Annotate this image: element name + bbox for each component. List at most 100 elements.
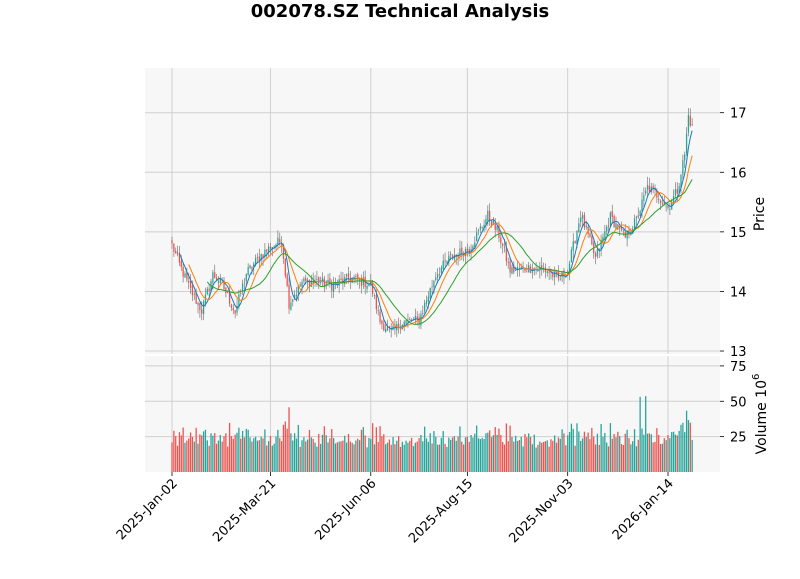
volume-bar-188 — [520, 436, 522, 472]
candle-body-264 — [661, 203, 664, 205]
volume-bar-59 — [280, 441, 283, 472]
volume-bar-254 — [643, 434, 645, 472]
candle-body-209 — [559, 278, 561, 280]
candle-body-72 — [305, 278, 307, 281]
candle-body-19 — [206, 288, 208, 295]
volume-bar-110 — [375, 427, 377, 472]
volume-bar-239 — [615, 437, 617, 472]
candle-body-253 — [641, 199, 643, 211]
price-y-ticks: 13 14 15 16 17 — [720, 107, 747, 360]
candle-body-84 — [327, 279, 329, 283]
volume-bar-244 — [624, 433, 626, 472]
price-ytick-label-1: 14 — [730, 285, 747, 300]
volume-label-exponent: 6 — [751, 374, 762, 380]
volume-bar-136 — [423, 426, 426, 472]
candle-body-68 — [297, 285, 299, 294]
volume-bar-121 — [396, 440, 398, 472]
candle-body-43 — [251, 266, 253, 269]
candle-body-58 — [279, 239, 281, 243]
candle-body-55 — [273, 245, 275, 247]
volume-bar-80 — [319, 443, 322, 472]
candle-body-46 — [256, 257, 259, 258]
candle-body-250 — [635, 216, 638, 219]
volume-bar-160 — [468, 441, 470, 472]
volume-bar-20 — [208, 445, 210, 472]
volume-bar-81 — [321, 434, 324, 472]
volume-bar-164 — [476, 425, 478, 472]
candle-body-99 — [355, 276, 357, 277]
volume-bar-213 — [567, 435, 569, 472]
volume-bar-278 — [687, 420, 690, 472]
candle-body-182 — [509, 261, 511, 273]
volume-ytick-label-2: 75 — [730, 360, 747, 375]
volume-bar-179 — [503, 444, 506, 472]
candle-body-251 — [637, 215, 639, 217]
volume-bar-228 — [594, 444, 597, 472]
volume-bar-238 — [613, 433, 615, 472]
volume-bar-88 — [334, 443, 337, 472]
candle-body-231 — [600, 239, 602, 250]
volume-bar-3 — [176, 445, 179, 472]
candle-body-267 — [667, 206, 669, 209]
volume-bar-260 — [654, 441, 656, 472]
candle-body-280 — [691, 124, 693, 126]
volume-bar-104 — [364, 435, 366, 472]
volume-bar-185 — [515, 435, 517, 472]
volume-bar-252 — [639, 396, 641, 472]
candle-body-173 — [492, 220, 495, 225]
candle-body-217 — [574, 241, 576, 244]
volume-bar-32 — [230, 436, 233, 472]
volume-bar-15 — [199, 434, 201, 472]
volume-bar-99 — [355, 440, 357, 472]
candle-body-185 — [515, 269, 517, 271]
candle-body-165 — [477, 229, 480, 231]
candle-body-179 — [503, 246, 506, 248]
volume-bar-222 — [583, 431, 586, 472]
candle-body-78 — [316, 278, 318, 280]
candle-body-229 — [596, 249, 599, 257]
volume-bar-200 — [542, 441, 545, 472]
volume-bar-134 — [420, 434, 422, 472]
volume-bar-210 — [561, 429, 563, 472]
candle-body-146 — [442, 260, 444, 270]
volume-bar-271 — [674, 434, 677, 472]
candle-body-218 — [576, 231, 578, 245]
candle-body-138 — [427, 296, 430, 302]
candle-body-243 — [622, 229, 625, 231]
volume-bar-215 — [570, 423, 573, 472]
volume-bar-265 — [663, 438, 665, 472]
candle-body-152 — [453, 255, 456, 260]
volume-bar-86 — [331, 429, 333, 472]
candle-body-131 — [414, 316, 417, 320]
volume-panel: 25 50 75 Volume 106 — [145, 356, 770, 472]
candle-body-166 — [479, 226, 482, 230]
volume-bar-159 — [466, 436, 469, 472]
volume-bar-64 — [290, 433, 292, 472]
candle-body-125 — [403, 321, 405, 326]
volume-bar-132 — [416, 441, 418, 472]
candle-body-81 — [321, 277, 324, 281]
candle-body-171 — [489, 210, 491, 221]
price-candles — [171, 108, 693, 338]
candle-body-106 — [368, 284, 370, 286]
candle-body-12 — [193, 293, 195, 295]
candle-body-71 — [303, 278, 305, 282]
price-ytick-label-3: 16 — [730, 166, 747, 181]
volume-bar-141 — [433, 431, 435, 472]
candle-body-139 — [429, 287, 431, 298]
volume-bar-266 — [665, 440, 667, 472]
candle-body-31 — [228, 291, 231, 304]
candle-body-202 — [546, 271, 548, 274]
candle-body-135 — [422, 313, 424, 314]
volume-bar-24 — [215, 443, 218, 472]
moving-averages — [178, 130, 693, 330]
volume-bar-257 — [648, 433, 651, 472]
candle-body-169 — [485, 218, 487, 225]
candle-body-216 — [572, 241, 574, 251]
volume-bar-173 — [492, 435, 495, 472]
volume-bar-261 — [656, 428, 658, 472]
candle-body-268 — [669, 209, 671, 210]
candle-body-219 — [578, 223, 580, 233]
volume-bar-142 — [435, 436, 437, 472]
volume-bar-273 — [678, 430, 680, 472]
